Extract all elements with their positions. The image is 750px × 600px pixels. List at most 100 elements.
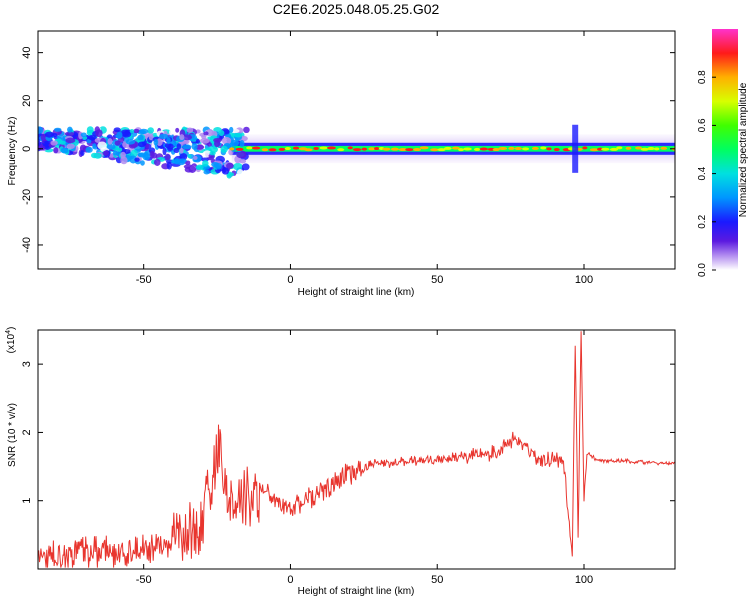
heatmap-cell bbox=[196, 164, 204, 170]
heatmap-peak bbox=[492, 148, 500, 152]
heatmap-cell bbox=[113, 127, 121, 133]
colorbar-tick-label: 0.2 bbox=[697, 214, 708, 228]
heatmap-cell bbox=[243, 126, 250, 134]
heatmap-cell bbox=[112, 150, 119, 156]
heatmap-cell bbox=[233, 162, 243, 171]
heatmap-peak bbox=[235, 147, 244, 151]
heatmap-cell bbox=[143, 151, 149, 159]
heatmap-peak bbox=[463, 147, 472, 151]
heatmap-cell bbox=[191, 143, 198, 150]
heatmap-cell bbox=[137, 152, 144, 157]
heatmap-cell bbox=[221, 167, 230, 175]
heatmap-x-tick-label: -50 bbox=[136, 274, 152, 286]
heatmap-peak bbox=[660, 146, 668, 150]
heatmap-y-tick-label: -40 bbox=[21, 237, 33, 253]
heatmap-peak bbox=[479, 147, 489, 151]
heatmap-cell bbox=[133, 128, 140, 134]
heatmap-peak bbox=[437, 148, 446, 152]
heatmap-cell bbox=[233, 132, 243, 138]
heatmap-peak bbox=[540, 146, 547, 150]
heatmap-cell bbox=[213, 137, 222, 143]
colorbar-label: Normalized spectral amplitude bbox=[738, 82, 749, 217]
heatmap-cell bbox=[226, 162, 234, 169]
heatmap-cell bbox=[80, 150, 85, 156]
heatmap-cell bbox=[114, 140, 121, 146]
heatmap-peak bbox=[430, 148, 439, 152]
colorbar-tick-label: 0.4 bbox=[697, 166, 708, 180]
heatmap-cell bbox=[120, 151, 126, 159]
snr-frame bbox=[37, 329, 676, 570]
heatmap-cell bbox=[66, 143, 75, 150]
heatmap-cell bbox=[236, 151, 246, 159]
colorbar-tick-label: 0.6 bbox=[697, 118, 708, 132]
heatmap-cell bbox=[38, 126, 44, 135]
heatmap-cell bbox=[147, 127, 155, 134]
heatmap-peak bbox=[498, 146, 508, 150]
heatmap-cell bbox=[176, 143, 182, 150]
heatmap-peak bbox=[292, 146, 300, 150]
colorbar-tick-label: 0.8 bbox=[697, 70, 708, 84]
heatmap-peak bbox=[531, 146, 539, 150]
heatmap-peak bbox=[337, 148, 345, 152]
heatmap-peak bbox=[589, 148, 599, 152]
heatmap-cell bbox=[158, 133, 169, 139]
heatmap-cell bbox=[209, 151, 216, 156]
heatmap-cell bbox=[241, 163, 250, 171]
heatmap-cell bbox=[38, 140, 41, 147]
heatmap-cell bbox=[229, 126, 234, 133]
heatmap-y-label: Frequency (Hz) bbox=[7, 117, 18, 186]
heatmap-cell bbox=[106, 144, 116, 150]
heatmap-peak bbox=[609, 147, 619, 151]
heatmap-peak bbox=[553, 148, 560, 152]
snr-x-tick-label: -50 bbox=[136, 574, 152, 586]
snr-series-line bbox=[38, 331, 675, 568]
heatmap-cell bbox=[102, 150, 110, 156]
heatmap-cell bbox=[86, 126, 94, 134]
heatmap-peak bbox=[451, 146, 460, 150]
heatmap-peak bbox=[278, 147, 286, 151]
heatmap-peak bbox=[368, 147, 376, 151]
heatmap-x-tick-label: 100 bbox=[575, 274, 593, 286]
heatmap-cell bbox=[230, 139, 240, 147]
heatmap-cell bbox=[108, 153, 115, 158]
heatmap-peak bbox=[352, 148, 362, 152]
chart-title: C2E6.2025.048.05.25.G02 bbox=[273, 1, 440, 17]
heatmap-cell bbox=[179, 153, 188, 161]
heatmap-cell bbox=[207, 142, 212, 147]
heatmap-cell bbox=[187, 154, 192, 159]
heatmap-cell bbox=[140, 160, 145, 166]
heatmap-cell bbox=[182, 144, 192, 150]
heatmap-cell bbox=[149, 150, 155, 159]
heatmap-peak bbox=[419, 146, 429, 150]
heatmap-cell bbox=[80, 132, 87, 138]
heatmap-x-tick-label: 50 bbox=[431, 274, 443, 286]
snr-x-tick-label: 50 bbox=[431, 574, 443, 586]
heatmap-y-tick-label: 40 bbox=[21, 47, 33, 59]
heatmap-cell bbox=[162, 147, 167, 156]
heatmap-cell bbox=[174, 158, 180, 165]
heatmap-cell bbox=[52, 132, 58, 138]
snr-x-label: Height of straight line (km) bbox=[298, 586, 415, 597]
heatmap-cell bbox=[156, 138, 163, 146]
heatmap-peak bbox=[382, 147, 391, 151]
heatmap-cell bbox=[164, 153, 171, 161]
heatmap-y-ticks: 40 20 0 -20 -40 bbox=[21, 47, 675, 253]
heatmap-cell bbox=[153, 139, 159, 146]
heatmap-cell bbox=[85, 146, 93, 153]
heatmap-cell bbox=[166, 161, 172, 170]
heatmap-x-tick-label: 0 bbox=[287, 274, 293, 286]
heatmap-peak bbox=[261, 148, 269, 152]
heatmap-cell bbox=[239, 139, 245, 148]
heatmap-y-tick-label: -20 bbox=[21, 189, 33, 205]
heatmap-cell bbox=[125, 139, 136, 145]
heatmap-cell bbox=[175, 127, 180, 133]
heatmap-cell bbox=[179, 134, 185, 141]
heatmap-cell bbox=[218, 130, 225, 137]
heatmap-cell bbox=[67, 126, 73, 133]
snr-y-ticks: 3 2 1 bbox=[21, 361, 675, 504]
heatmap-cell bbox=[236, 169, 244, 176]
heatmap-cell bbox=[60, 147, 69, 154]
heatmap-peak bbox=[647, 147, 655, 151]
heatmap-peak bbox=[390, 147, 400, 151]
